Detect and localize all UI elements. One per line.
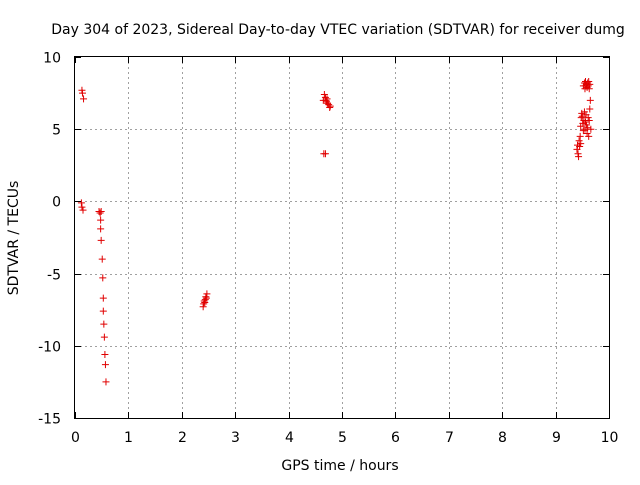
data-point [202,293,210,301]
data-points [77,78,595,386]
x-tick-label: 1 [124,430,133,446]
data-point [80,95,88,103]
x-tick-labels: 0 1 2 3 4 5 6 7 8 9 10 [71,430,618,446]
data-point [101,361,109,369]
data-point [578,112,586,120]
data-point [326,104,334,112]
data-point [582,118,590,126]
data-point [575,153,583,161]
y-tick-labels: -15 -10 -5 0 5 10 [38,51,61,428]
data-point [586,96,594,104]
data-point [100,333,108,341]
x-tick-label: 7 [445,430,454,446]
data-point [203,290,211,298]
data-point [202,294,210,302]
data-point [580,108,588,116]
x-tick-label: 4 [285,430,294,446]
y-tick-label: 0 [52,195,61,211]
data-point [320,91,328,99]
data-point [96,209,104,217]
data-point [323,95,331,103]
data-point [78,86,86,94]
data-point [575,137,583,145]
data-point [97,208,105,216]
y-tick-label: -5 [47,268,61,284]
data-point [584,124,592,132]
x-tick-label: 2 [178,430,187,446]
data-point [326,102,334,110]
data-point [585,117,593,125]
data-point [584,114,592,122]
data-point [586,80,594,88]
data-point [585,78,593,86]
x-tick-label: 5 [338,430,347,446]
chart-title: Day 304 of 2023, Sidereal Day-to-day VTE… [51,22,625,38]
data-point [99,307,107,315]
y-tick-label: 10 [43,51,61,67]
data-point [97,225,105,233]
y-axis-label: SDTVAR / TECUs [6,181,22,296]
data-point [78,89,86,97]
data-point [201,296,209,304]
data-point [574,150,582,158]
data-point [77,199,85,207]
data-point [579,127,587,135]
data-point [584,82,592,90]
data-point [322,96,330,104]
data-point [325,101,333,109]
y-tick-label: -15 [38,412,61,428]
data-point [101,350,109,358]
x-tick-label: 3 [231,430,240,446]
x-tick-label: 0 [71,430,80,446]
data-point [201,298,209,306]
x-tick-label: 8 [498,430,507,446]
data-point [200,300,208,308]
y-tick-label: -10 [38,340,61,356]
data-point [585,132,593,140]
x-tick-label: 10 [601,430,619,446]
data-point [586,105,594,113]
data-point [99,294,107,302]
data-point [100,320,108,328]
data-point [581,85,589,93]
data-point [576,132,584,140]
data-point [102,378,110,386]
grid-layer [75,57,609,418]
x-tick-label: 9 [552,430,561,446]
data-point [98,255,106,263]
y-tick-label: 5 [52,123,61,139]
data-point [321,150,329,158]
data-point [97,216,105,224]
plot-area-border [74,56,610,419]
data-point [576,143,584,151]
data-point [577,140,585,148]
data-point [583,121,591,129]
data-point [97,236,105,244]
data-point [587,125,595,133]
data-point [99,274,107,282]
data-point [78,203,86,211]
data-point [321,93,329,101]
data-point [583,130,591,138]
data-point [199,303,207,311]
data-point [79,206,87,214]
x-axis-label: GPS time / hours [281,458,398,474]
tick-layer [75,57,610,419]
x-tick-label: 6 [391,430,400,446]
